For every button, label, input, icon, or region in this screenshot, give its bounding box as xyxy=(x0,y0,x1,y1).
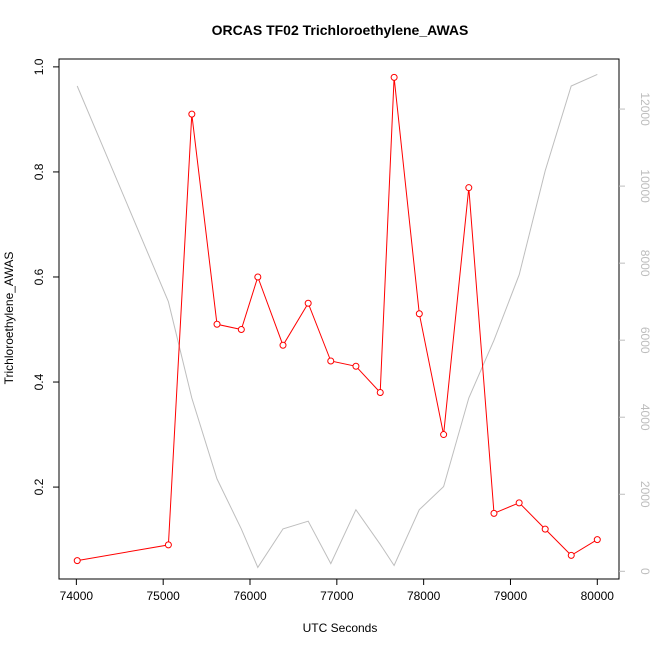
data-point xyxy=(567,551,575,559)
data-point xyxy=(440,431,448,439)
y2-tick-label: 2000 xyxy=(638,481,650,508)
x-tick-label: 75000 xyxy=(146,589,180,603)
y-tick-label: 1.0 xyxy=(32,58,46,75)
data-point xyxy=(376,389,384,397)
y2-tick-label: 4000 xyxy=(638,404,650,431)
data-point xyxy=(390,73,398,81)
data-point xyxy=(304,299,312,307)
x-tick-label: 77000 xyxy=(320,589,354,603)
data-point xyxy=(415,310,423,318)
data-point xyxy=(490,509,498,517)
data-point xyxy=(188,110,196,118)
grey-series-layer xyxy=(76,73,598,569)
y-tick-label: 0.2 xyxy=(32,478,46,495)
axes-layer: 74000 75000 76000 77000 78000 79000 800000.20.… xyxy=(32,58,650,603)
y-tick-label: 0.4 xyxy=(32,373,46,390)
data-point xyxy=(164,541,172,549)
data-point xyxy=(237,326,245,334)
y2-tick-label: 0 xyxy=(638,568,650,575)
y2-tick-label: 12000 xyxy=(638,92,650,126)
x-tick-label: 80000 xyxy=(581,589,615,603)
grey-series-line xyxy=(76,73,598,569)
data-point xyxy=(465,184,473,192)
data-point xyxy=(254,273,262,281)
data-point xyxy=(541,525,549,533)
y2-tick-label: 8000 xyxy=(638,250,650,277)
x-tick-label: 78000 xyxy=(407,589,441,603)
data-point xyxy=(352,362,360,370)
red-series-line xyxy=(77,77,598,562)
y-axis-label: Trichloroethylene_AWAS xyxy=(2,252,16,385)
y-tick-label: 0.6 xyxy=(32,268,46,285)
x-tick-label: 79000 xyxy=(494,589,528,603)
data-point xyxy=(593,536,601,544)
data-point xyxy=(213,320,221,328)
x-tick-label: 76000 xyxy=(233,589,267,603)
data-point xyxy=(515,499,523,507)
y2-tick-label: 6000 xyxy=(638,327,650,354)
y2-tick-label: 10000 xyxy=(638,169,650,203)
x-tick-label: 74000 xyxy=(60,589,94,603)
data-point xyxy=(279,341,287,349)
data-point xyxy=(327,357,335,365)
data-point xyxy=(73,557,81,565)
plot-frame xyxy=(58,58,620,580)
chart-title: ORCAS TF02 Trichloroethylene_AWAS xyxy=(212,22,469,38)
x-axis-label: UTC Seconds xyxy=(303,621,378,635)
red-series-layer xyxy=(73,73,601,565)
y-tick-label: 0.8 xyxy=(32,163,46,180)
